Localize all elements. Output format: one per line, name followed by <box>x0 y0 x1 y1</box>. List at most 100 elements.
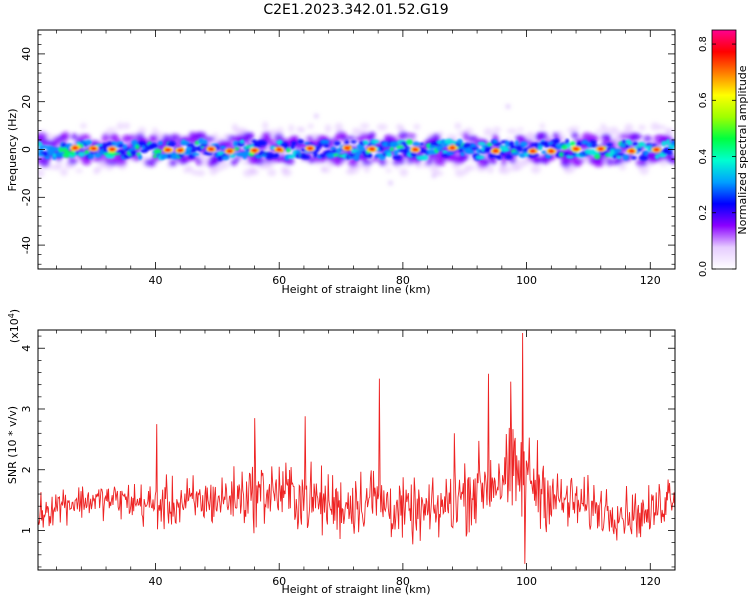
band-body-blob <box>40 158 50 168</box>
band-core-blob <box>329 153 335 158</box>
band-halo-blob <box>385 168 392 173</box>
colorbar-tick-label: 0.2 <box>698 205 709 221</box>
snr-panel: 40 60 80 100 120 1 2 3 4 Height of straight line… <box>6 309 676 596</box>
band-halo-blob <box>123 122 131 130</box>
band-body-blob <box>127 134 136 141</box>
band-body-blob <box>575 158 585 164</box>
band-core-blob <box>544 153 552 159</box>
band-halo-blob <box>212 132 219 138</box>
band-halo-blob <box>334 122 344 132</box>
band-halo-blob <box>60 168 68 176</box>
band-halo-blob <box>539 122 545 130</box>
band-hotspot-red <box>177 148 184 153</box>
band-core-blob <box>428 144 437 149</box>
band-core-blob <box>331 148 338 155</box>
band-core-blob <box>537 146 543 151</box>
band-core-blob <box>290 141 297 146</box>
band-hotspot-red <box>306 146 314 151</box>
band-body-blob <box>347 135 356 141</box>
band-core-blob <box>466 150 475 154</box>
y-tick-label: 40 <box>20 47 33 61</box>
band-body-blob <box>371 156 381 162</box>
band-halo-blob <box>282 168 292 177</box>
band-body-blob <box>462 132 469 141</box>
band-body-blob <box>593 158 605 167</box>
band-core-blob <box>44 155 51 160</box>
band-body-blob <box>62 131 70 141</box>
colorbar-gradient <box>711 29 737 270</box>
band-core-blob <box>354 150 364 154</box>
band-body-blob <box>38 132 48 141</box>
band-core-blob <box>622 154 630 161</box>
band-body-blob <box>169 159 177 167</box>
band-halo-blob <box>429 164 439 173</box>
band-halo-blob <box>116 122 124 130</box>
band-halo-blob <box>38 169 45 177</box>
band-halo-blob <box>357 163 364 168</box>
band-core-blob <box>38 141 43 147</box>
band-core-blob <box>420 155 429 161</box>
band-body-blob <box>425 159 433 166</box>
band-body-blob <box>223 141 234 148</box>
band-core-blob <box>661 140 667 147</box>
band-core-blob <box>313 151 318 158</box>
band-core-blob <box>631 141 639 146</box>
band-body-blob <box>227 135 237 142</box>
x-tick-label: 80 <box>396 575 410 588</box>
y-tick-label: 3 <box>20 405 33 412</box>
snr-ylabel: SNR (10 * v/v) <box>6 406 19 484</box>
band-body-blob <box>609 139 617 149</box>
band-core-blob <box>332 153 339 157</box>
band-core-blob <box>78 151 85 158</box>
band-body-blob <box>519 135 527 142</box>
band-hotspot-red <box>275 147 283 152</box>
band-core-blob <box>620 142 627 148</box>
band-halo-blob <box>56 162 63 168</box>
band-halo-blob <box>212 166 223 172</box>
band-body-blob <box>560 159 572 168</box>
band-hotspot-red <box>449 145 456 150</box>
band-core-blob <box>363 140 369 145</box>
band-core-blob <box>158 141 163 146</box>
band-core-blob <box>108 155 115 159</box>
band-core-blob <box>562 152 570 156</box>
band-halo-blob <box>569 126 580 131</box>
band-core-blob <box>152 154 158 159</box>
band-halo-blob <box>324 124 332 133</box>
band-core-blob <box>149 142 158 149</box>
band-core-blob <box>510 145 516 150</box>
band-body-blob <box>667 156 675 164</box>
band-core-blob <box>273 153 279 159</box>
band-halo-blob <box>454 168 466 177</box>
band-core-blob <box>371 139 380 144</box>
band-core-blob <box>643 150 649 156</box>
band-body-blob <box>500 159 507 166</box>
band-halo-blob <box>267 168 277 177</box>
band-core-blob <box>569 141 576 147</box>
band-core-blob <box>477 141 486 146</box>
band-body-blob <box>571 131 579 139</box>
band-core-blob <box>389 146 395 152</box>
band-core-blob <box>520 141 528 147</box>
band-core-blob <box>205 151 214 156</box>
band-halo-blob <box>249 168 259 176</box>
band-halo-blob <box>398 126 405 132</box>
band-halo-blob <box>596 129 602 134</box>
band-halo-blob <box>376 123 388 131</box>
band-body-blob <box>259 144 267 151</box>
snr-series-line <box>38 333 675 564</box>
band-hotspot-red <box>492 148 499 153</box>
band-halo-blob <box>618 161 627 171</box>
band-halo-blob <box>656 125 667 130</box>
band-core-blob <box>153 148 162 155</box>
band-core-blob <box>496 155 503 160</box>
band-core-blob <box>390 141 399 148</box>
band-hotspot-red <box>251 148 258 153</box>
band-halo-blob <box>500 166 511 175</box>
band-hotspot-red <box>368 147 376 152</box>
band-core-blob <box>233 147 240 151</box>
band-halo-blob <box>466 164 476 171</box>
band-body-blob <box>407 133 417 139</box>
band-core-blob <box>475 155 485 160</box>
band-halo-blob <box>528 131 535 141</box>
